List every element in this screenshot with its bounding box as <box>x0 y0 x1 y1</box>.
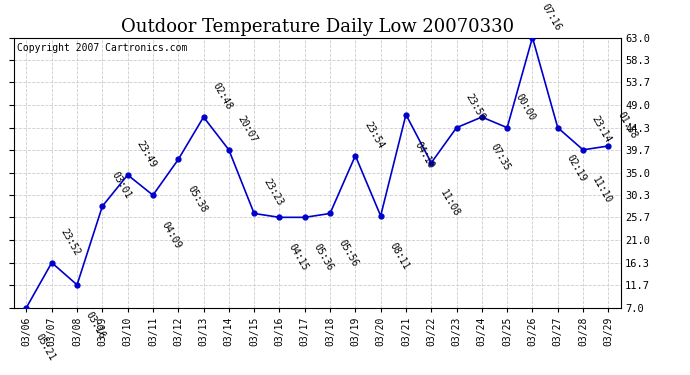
Text: 04:09: 04:09 <box>160 220 184 251</box>
Text: 05:56: 05:56 <box>337 238 360 269</box>
Text: 03:16: 03:16 <box>84 310 108 340</box>
Text: 03:01: 03:01 <box>109 170 132 201</box>
Text: 23:52: 23:52 <box>59 226 82 257</box>
Text: 01:58: 01:58 <box>615 110 639 140</box>
Text: 11:08: 11:08 <box>438 188 462 218</box>
Text: 23:59: 23:59 <box>464 92 487 122</box>
Text: 08:11: 08:11 <box>388 241 411 272</box>
Text: 00:00: 00:00 <box>514 92 538 122</box>
Text: 20:07: 20:07 <box>236 114 259 144</box>
Text: 07:35: 07:35 <box>489 142 512 172</box>
Text: 02:19: 02:19 <box>564 153 588 183</box>
Text: 23:14: 23:14 <box>590 114 613 144</box>
Title: Outdoor Temperature Daily Low 20070330: Outdoor Temperature Daily Low 20070330 <box>121 18 514 36</box>
Text: 05:36: 05:36 <box>312 242 335 273</box>
Text: 05:38: 05:38 <box>185 184 208 215</box>
Text: 23:54: 23:54 <box>362 120 386 150</box>
Text: 02:48: 02:48 <box>210 81 234 111</box>
Text: 23:49: 23:49 <box>135 139 158 170</box>
Text: 11:10: 11:10 <box>590 175 613 205</box>
Text: 07:16: 07:16 <box>540 2 563 32</box>
Text: 04:10: 04:10 <box>413 140 436 170</box>
Text: Copyright 2007 Cartronics.com: Copyright 2007 Cartronics.com <box>17 43 187 53</box>
Text: 04:15: 04:15 <box>286 242 310 273</box>
Text: 23:23: 23:23 <box>261 177 284 208</box>
Text: 05:21: 05:21 <box>33 333 57 363</box>
